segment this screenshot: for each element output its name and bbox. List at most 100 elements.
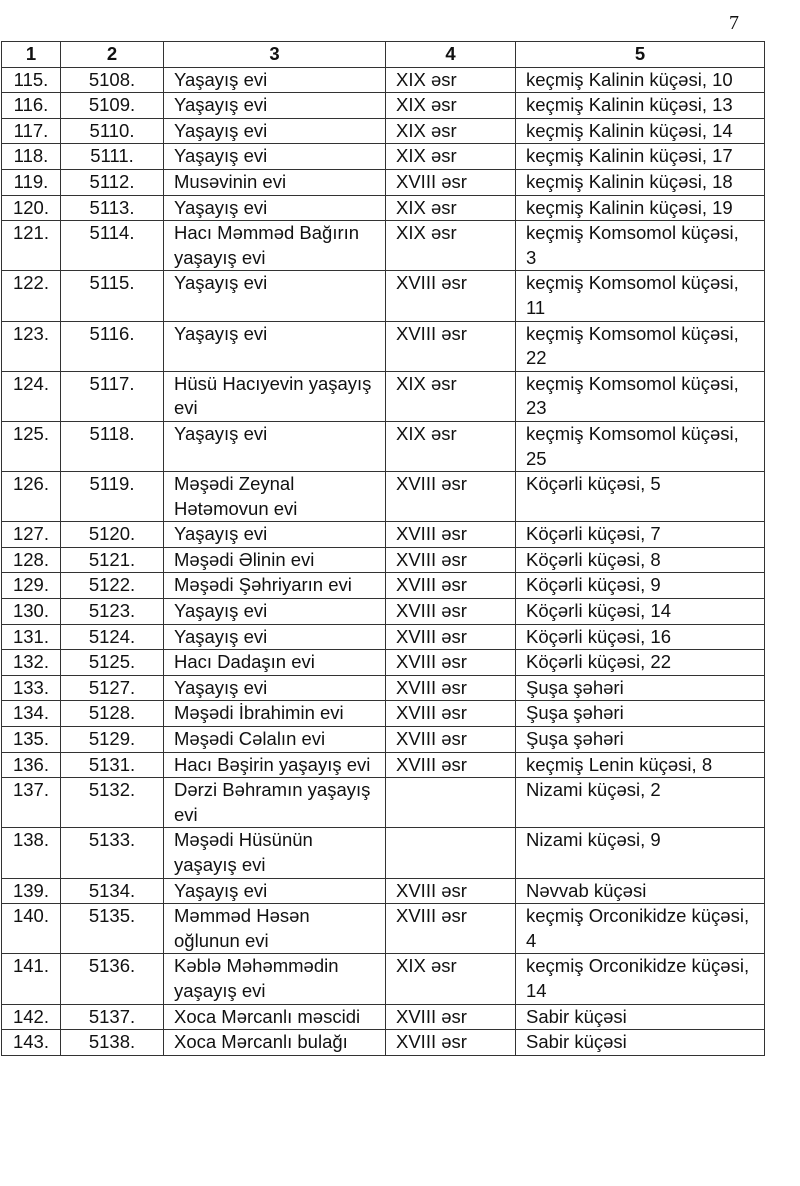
table-row: 121. 5114. Hacı Məmməd Bağırın yaşayış evi… [1,220,765,272]
table-row: 130. 5123. Yaşayış evi XVIII əsr Köçərli küç… [1,598,765,625]
address-cell: Köçərli küçəsi, 14 [515,598,765,625]
period-cell: XIX əsr [385,117,516,145]
column-header: 4 [385,41,516,68]
row-number-cell: 116. [1,92,61,119]
registry-number-cell: 5109. [60,92,164,119]
table-row: 116. 5109. Yaşayış evi XIX əsr keçmiş Kalini… [1,92,765,119]
period-cell: XVIII əsr [385,572,516,600]
registry-number-cell: 5136. [60,953,164,1005]
registry-number-cell: 5127. [60,674,164,702]
address-cell: Şuşa şəhəri [515,726,765,753]
table-row: 136. 5131. Hacı Bəşirin yaşayış evi XVIII ə… [1,751,765,779]
table-row: 134. 5128. Məşədi İbrahimin evi XVIII əsr Şu… [1,700,765,728]
address-cell: Köçərli küçəsi, 16 [515,623,765,651]
monument-name-cell: Yaşayış evi [163,66,386,94]
address-cell: Köçərli küçəsi, 7 [515,521,765,548]
monument-name-cell: Yaşayış evi [163,117,386,145]
monument-name-cell: Yaşayış evi [163,521,386,548]
row-number-cell: 137. [1,777,61,829]
address-cell: Köçərli küçəsi, 5 [515,471,765,523]
period-cell: XVIII əsr [385,674,516,702]
period-cell: XIX əsr [385,370,516,422]
row-number-cell: 134. [1,700,61,728]
registry-number-cell: 5133. [60,827,164,879]
period-cell: XVIII əsr [385,877,516,905]
address-cell: Nizami küçəsi, 9 [515,827,765,879]
registry-number-cell: 5138. [60,1029,164,1056]
table-row: 120. 5113. Yaşayış evi XIX əsr keçmiş Kalini… [1,194,765,222]
period-cell: XIX əsr [385,220,516,272]
registry-number-cell: 5137. [60,1003,164,1031]
period-cell: XVIII əsr [385,700,516,728]
period-cell: XVIII əsr [385,471,516,523]
address-cell: Nəvvab küçəsi [515,877,765,905]
period-cell: XVIII əsr [385,521,516,548]
table-row: 115. 5108. Yaşayış evi XIX əsr keçmiş Kalini… [1,66,765,94]
address-cell: Köçərli küçəsi, 9 [515,572,765,600]
row-number-cell: 138. [1,827,61,879]
row-number-cell: 143. [1,1029,61,1056]
registry-number-cell: 5113. [60,194,164,222]
address-cell: keçmiş Komsomol küçəsi, 11 [515,270,765,322]
address-cell: Nizami küçəsi, 2 [515,777,765,829]
monument-name-cell: Məşədi Cəlalın evi [163,726,386,753]
registry-number-cell: 5108. [60,66,164,94]
address-cell: keçmiş Kalinin küçəsi, 18 [515,168,765,196]
table-row: 125. 5118. Yaşayış evi XIX əsr keçmiş Komsom… [1,420,765,473]
period-cell: XIX əsr [385,420,516,473]
period-cell: XVIII əsr [385,623,516,651]
registry-number-cell: 5121. [60,546,164,574]
monument-name-cell: Məşədi Şəhriyarın evi [163,572,386,600]
address-cell: keçmiş Kalinin küçəsi, 17 [515,143,765,170]
monument-name-cell: Xoca Mərcanlı bulağı [163,1029,386,1056]
period-cell: XIX əsr [385,143,516,170]
table-row: 129. 5122. Məşədi Şəhriyarın evi XVIII əsr K… [1,572,765,600]
registry-number-cell: 5128. [60,700,164,728]
registry-number-cell: 5131. [60,751,164,779]
row-number-cell: 118. [1,143,61,170]
monument-name-cell: Məşədi Hüsünün yaşayış evi [163,827,386,879]
monument-name-cell: Kəblə Məhəmmədin yaşayış evi [163,953,386,1005]
period-cell: XVIII əsr [385,320,516,372]
row-number-cell: 121. [1,220,61,272]
period-cell: XVIII əsr [385,903,516,955]
row-number-cell: 130. [1,598,61,625]
registry-number-cell: 5115. [60,270,164,322]
monument-name-cell: Yaşayış evi [163,598,386,625]
registry-number-cell: 5111. [60,143,164,170]
row-number-cell: 120. [1,194,61,222]
address-cell: keçmiş Orconikidze küçəsi, 14 [515,953,765,1005]
monument-name-cell: Hacı Dadaşın evi [163,649,386,676]
row-number-cell: 127. [1,521,61,548]
address-cell: Şuşa şəhəri [515,700,765,728]
row-number-cell: 133. [1,674,61,702]
monument-name-cell: Yaşayış evi [163,270,386,322]
period-cell: XIX əsr [385,953,516,1005]
address-cell: keçmiş Kalinin küçəsi, 13 [515,92,765,119]
monument-name-cell: Xoca Mərcanlı məscidi [163,1003,386,1031]
address-cell: keçmiş Komsomol küçəsi, 25 [515,420,765,473]
monument-name-cell: Yaşayış evi [163,420,386,473]
row-number-cell: 128. [1,546,61,574]
row-number-cell: 123. [1,320,61,372]
registry-number-cell: 5125. [60,649,164,676]
column-header: 3 [163,41,386,68]
monument-name-cell: Məmməd Həsən oğlunun evi [163,903,386,955]
registry-number-cell: 5114. [60,220,164,272]
period-cell: XIX əsr [385,66,516,94]
period-cell: XVIII əsr [385,168,516,196]
monument-name-cell: Yaşayış evi [163,194,386,222]
monument-name-cell: Yaşayış evi [163,674,386,702]
table-row: 119. 5112. Musəvinin evi XVIII əsr keçmiş Ka… [1,168,765,196]
row-number-cell: 117. [1,117,61,145]
monument-name-cell: Məşədi İbrahimin evi [163,700,386,728]
monument-name-cell: Məşədi Əlinin evi [163,546,386,574]
registry-number-cell: 5134. [60,877,164,905]
row-number-cell: 129. [1,572,61,600]
monument-name-cell: Hacı Bəşirin yaşayış evi [163,751,386,779]
monument-name-cell: Dərzi Bəhramın yaşayış evi [163,777,386,829]
table-row: 139. 5134. Yaşayış evi XVIII əsr Nəvvab küçə… [1,877,765,905]
monument-name-cell: Hacı Məmməd Bağırın yaşayış evi [163,220,386,272]
address-cell: keçmiş Komsomol küçəsi, 23 [515,370,765,422]
